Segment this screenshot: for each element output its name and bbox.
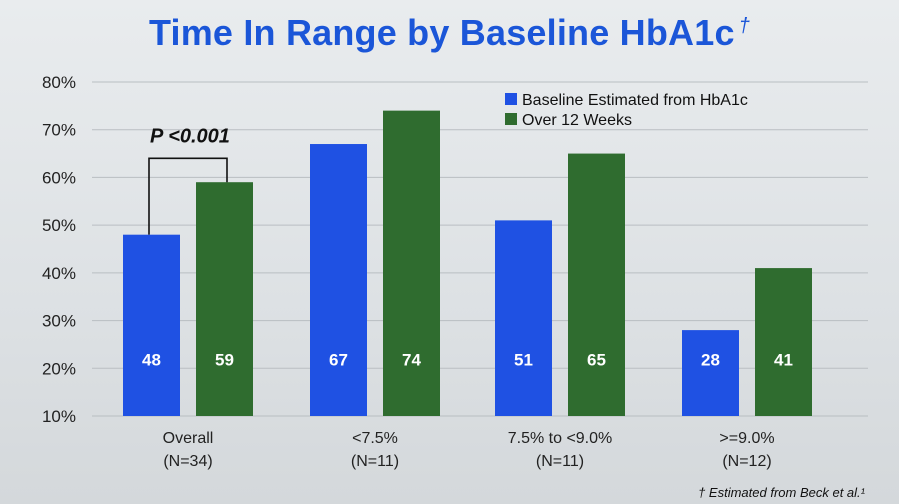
chart-title-text: Time In Range by Baseline HbA1c bbox=[148, 12, 735, 53]
y-tick-label: 20% bbox=[42, 359, 76, 378]
y-tick-label: 80% bbox=[42, 73, 76, 92]
y-tick-label: 10% bbox=[42, 407, 76, 426]
bar-value-label: 28 bbox=[701, 350, 720, 369]
legend-swatch bbox=[505, 93, 517, 105]
x-tick-label: Overall bbox=[163, 430, 214, 447]
title-dagger: † bbox=[738, 15, 751, 37]
bar-baseline bbox=[495, 220, 552, 416]
x-tick-n-label: (N=34) bbox=[163, 453, 212, 470]
x-tick-label: >=9.0% bbox=[719, 430, 774, 447]
bar-12-weeks bbox=[755, 268, 812, 416]
footnote: † Estimated from Beck et al.¹ bbox=[698, 485, 865, 500]
chart-title: Time In Range by Baseline HbA1c † bbox=[0, 12, 899, 54]
x-tick-label: <7.5% bbox=[352, 430, 398, 447]
x-tick-n-label: (N=11) bbox=[351, 453, 399, 470]
legend-label: Over 12 Weeks bbox=[522, 112, 632, 129]
y-tick-label: 40% bbox=[42, 264, 76, 283]
legend-swatch bbox=[505, 113, 517, 125]
bar-value-label: 48 bbox=[142, 350, 161, 369]
significance-bracket bbox=[148, 157, 228, 235]
bar-baseline bbox=[123, 234, 180, 416]
x-tick-n-label: (N=12) bbox=[722, 453, 771, 470]
bar-12-weeks bbox=[383, 110, 440, 416]
y-tick-label: 60% bbox=[42, 168, 76, 187]
bar-value-label: 65 bbox=[587, 350, 606, 369]
bar-value-label: 41 bbox=[774, 350, 793, 369]
bar-value-label: 67 bbox=[329, 350, 348, 369]
legend-label: Baseline Estimated from HbA1c bbox=[522, 92, 748, 109]
y-tick-label: 50% bbox=[42, 216, 76, 235]
x-tick-n-label: (N=11) bbox=[536, 453, 584, 470]
bar-value-label: 74 bbox=[402, 350, 421, 369]
x-tick-label: 7.5% to <9.0% bbox=[508, 430, 613, 447]
bar-baseline bbox=[310, 144, 367, 416]
bar-baseline bbox=[682, 330, 739, 416]
y-tick-label: 70% bbox=[42, 121, 76, 140]
y-tick-label: 30% bbox=[42, 312, 76, 331]
p-value-annotation: P <0.001 bbox=[150, 125, 230, 147]
bar-12-weeks bbox=[196, 182, 253, 416]
bar-value-label: 51 bbox=[514, 350, 533, 369]
bar-12-weeks bbox=[568, 153, 625, 417]
bar-value-label: 59 bbox=[215, 350, 234, 369]
